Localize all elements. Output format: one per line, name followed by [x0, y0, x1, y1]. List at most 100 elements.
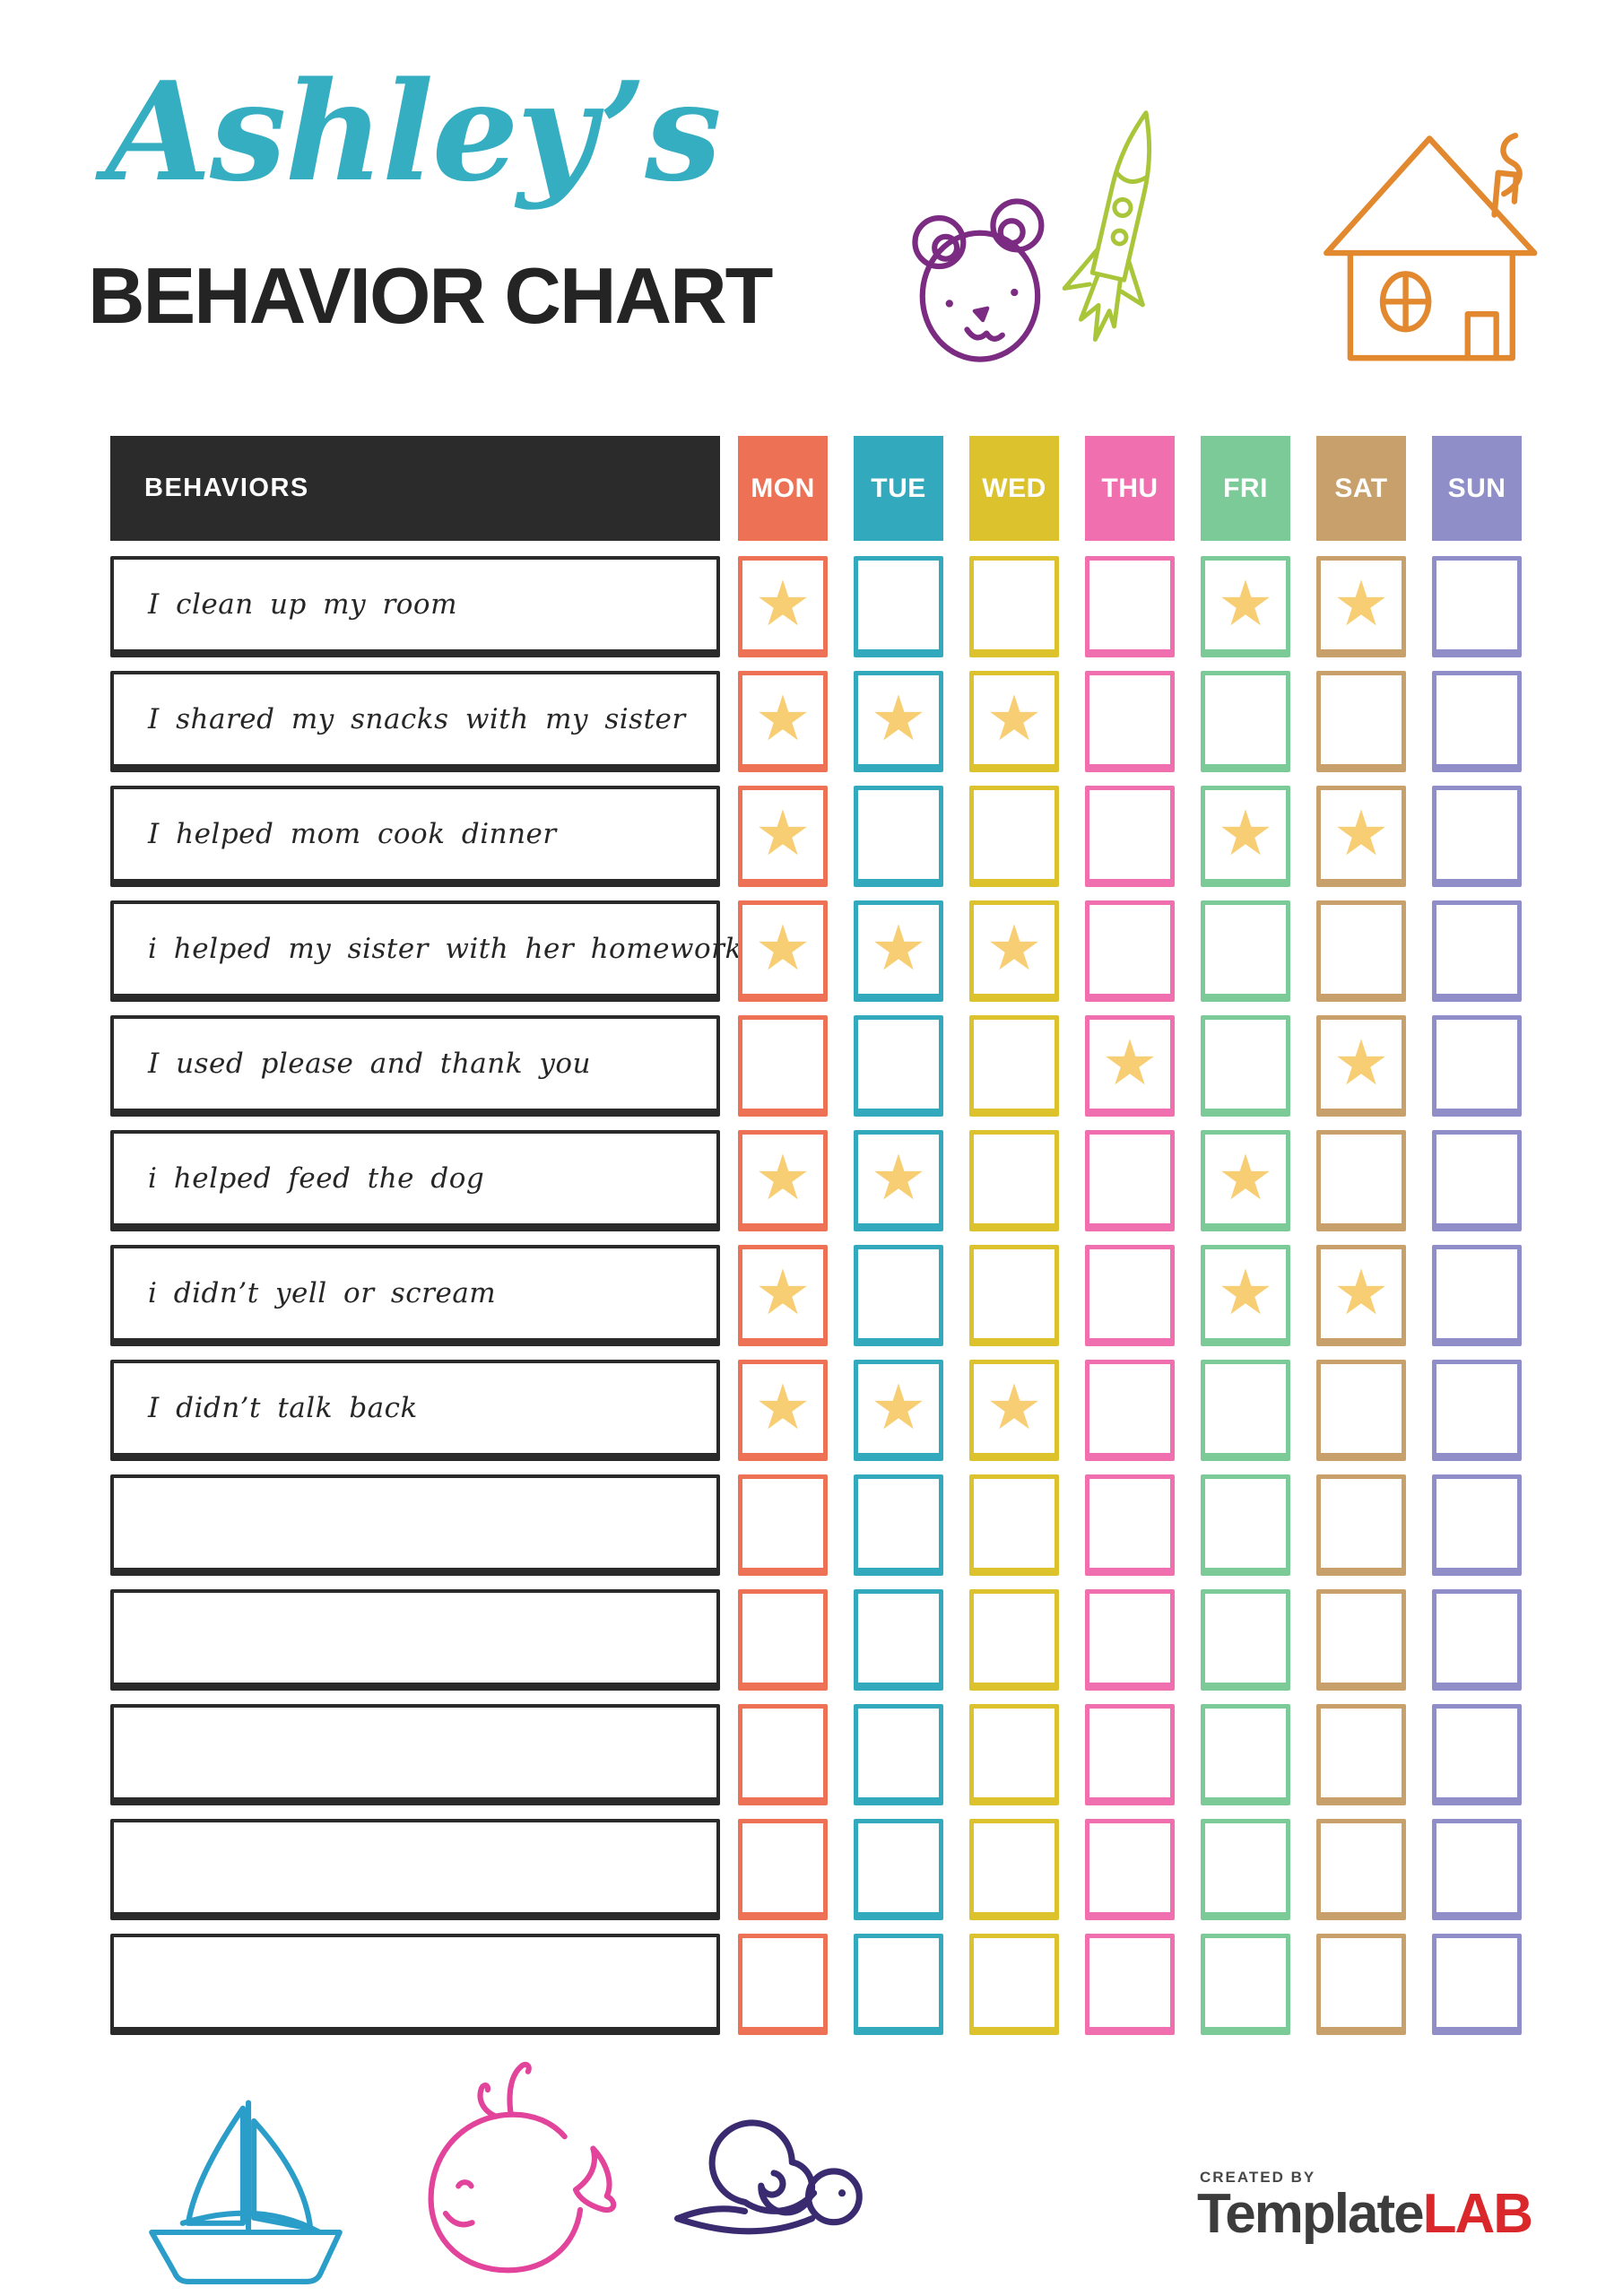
cell-wed[interactable]: [969, 1245, 1059, 1346]
cell-wed[interactable]: [969, 1819, 1059, 1920]
cell-thu[interactable]: [1085, 1360, 1175, 1461]
cell-thu[interactable]: [1085, 1589, 1175, 1691]
cell-sat[interactable]: [1316, 1934, 1406, 2035]
cell-sat[interactable]: ★: [1316, 1245, 1406, 1346]
cell-mon[interactable]: [738, 1819, 828, 1920]
cell-sun[interactable]: [1432, 1015, 1522, 1117]
table-header-row: BEHAVIORS MON TUE WED THU FRI SAT SUN: [110, 436, 1522, 541]
cell-thu[interactable]: [1085, 1245, 1175, 1346]
child-name: Ashley’s: [106, 51, 722, 212]
cell-fri[interactable]: [1201, 671, 1290, 772]
day-cells: [738, 1934, 1522, 2035]
cell-tue[interactable]: [854, 1589, 943, 1691]
cell-tue[interactable]: [854, 1704, 943, 1805]
cell-fri[interactable]: [1201, 1360, 1290, 1461]
cell-mon[interactable]: [738, 1589, 828, 1691]
cell-wed[interactable]: [969, 1589, 1059, 1691]
cell-sun[interactable]: [1432, 900, 1522, 1002]
cell-tue[interactable]: ★: [854, 1360, 943, 1461]
cell-sat[interactable]: [1316, 900, 1406, 1002]
cell-tue[interactable]: [854, 786, 943, 887]
cell-thu[interactable]: [1085, 671, 1175, 772]
cell-sun[interactable]: [1432, 1360, 1522, 1461]
cell-tue[interactable]: [854, 1474, 943, 1576]
cell-mon[interactable]: ★: [738, 556, 828, 657]
day-cells: ★ ★ ★: [738, 556, 1522, 657]
cell-mon[interactable]: ★: [738, 671, 828, 772]
cell-fri[interactable]: ★: [1201, 1130, 1290, 1231]
cell-tue[interactable]: [854, 556, 943, 657]
cell-thu[interactable]: [1085, 786, 1175, 887]
cell-sun[interactable]: [1432, 1474, 1522, 1576]
day-header-fri: FRI: [1201, 436, 1290, 541]
cell-sun[interactable]: [1432, 1245, 1522, 1346]
cell-tue[interactable]: [854, 1245, 943, 1346]
cell-wed[interactable]: [969, 556, 1059, 657]
cell-fri[interactable]: ★: [1201, 556, 1290, 657]
cell-wed[interactable]: [969, 1934, 1059, 2035]
cell-tue[interactable]: ★: [854, 671, 943, 772]
cell-tue[interactable]: [854, 1015, 943, 1117]
cell-tue[interactable]: [854, 1934, 943, 2035]
cell-mon[interactable]: ★: [738, 1245, 828, 1346]
cell-tue[interactable]: [854, 1819, 943, 1920]
cell-wed[interactable]: ★: [969, 900, 1059, 1002]
cell-thu[interactable]: [1085, 556, 1175, 657]
cell-mon[interactable]: [738, 1015, 828, 1117]
cell-thu[interactable]: [1085, 1474, 1175, 1576]
cell-mon[interactable]: ★: [738, 900, 828, 1002]
cell-thu[interactable]: [1085, 1130, 1175, 1231]
cell-mon[interactable]: [738, 1934, 828, 2035]
cell-fri[interactable]: [1201, 1819, 1290, 1920]
cell-fri[interactable]: [1201, 1589, 1290, 1691]
cell-sun[interactable]: [1432, 786, 1522, 887]
cell-sun[interactable]: [1432, 1819, 1522, 1920]
cell-fri[interactable]: [1201, 900, 1290, 1002]
cell-fri[interactable]: [1201, 1474, 1290, 1576]
cell-thu[interactable]: [1085, 900, 1175, 1002]
cell-fri[interactable]: [1201, 1934, 1290, 2035]
cell-wed[interactable]: ★: [969, 1360, 1059, 1461]
day-header-tue: TUE: [854, 436, 943, 541]
cell-mon[interactable]: ★: [738, 1360, 828, 1461]
cell-thu[interactable]: ★: [1085, 1015, 1175, 1117]
cell-mon[interactable]: [738, 1704, 828, 1805]
cell-sun[interactable]: [1432, 1704, 1522, 1805]
cell-tue[interactable]: ★: [854, 1130, 943, 1231]
cell-wed[interactable]: [969, 1015, 1059, 1117]
cell-sat[interactable]: [1316, 1819, 1406, 1920]
cell-wed[interactable]: [969, 1130, 1059, 1231]
cell-sat[interactable]: ★: [1316, 1015, 1406, 1117]
cell-sat[interactable]: ★: [1316, 556, 1406, 657]
cell-wed[interactable]: [969, 786, 1059, 887]
cell-mon[interactable]: [738, 1474, 828, 1576]
cell-sat[interactable]: [1316, 1360, 1406, 1461]
cell-thu[interactable]: [1085, 1934, 1175, 2035]
behavior-row-13: [110, 1934, 1522, 2035]
cell-wed[interactable]: [969, 1704, 1059, 1805]
cell-tue[interactable]: ★: [854, 900, 943, 1002]
cell-sun[interactable]: [1432, 1130, 1522, 1231]
cell-sat[interactable]: ★: [1316, 786, 1406, 887]
cell-sun[interactable]: [1432, 1589, 1522, 1691]
behavior-row-10: [110, 1589, 1522, 1691]
cell-sun[interactable]: [1432, 671, 1522, 772]
cell-fri[interactable]: [1201, 1704, 1290, 1805]
day-header-mon: MON: [738, 436, 828, 541]
cell-wed[interactable]: [969, 1474, 1059, 1576]
cell-sun[interactable]: [1432, 556, 1522, 657]
cell-sat[interactable]: [1316, 1589, 1406, 1691]
cell-sat[interactable]: [1316, 1704, 1406, 1805]
cell-wed[interactable]: ★: [969, 671, 1059, 772]
cell-thu[interactable]: [1085, 1704, 1175, 1805]
cell-sat[interactable]: [1316, 671, 1406, 772]
cell-fri[interactable]: ★: [1201, 1245, 1290, 1346]
cell-sun[interactable]: [1432, 1934, 1522, 2035]
cell-fri[interactable]: [1201, 1015, 1290, 1117]
cell-mon[interactable]: ★: [738, 786, 828, 887]
cell-mon[interactable]: ★: [738, 1130, 828, 1231]
cell-sat[interactable]: [1316, 1474, 1406, 1576]
cell-sat[interactable]: [1316, 1130, 1406, 1231]
cell-thu[interactable]: [1085, 1819, 1175, 1920]
cell-fri[interactable]: ★: [1201, 786, 1290, 887]
